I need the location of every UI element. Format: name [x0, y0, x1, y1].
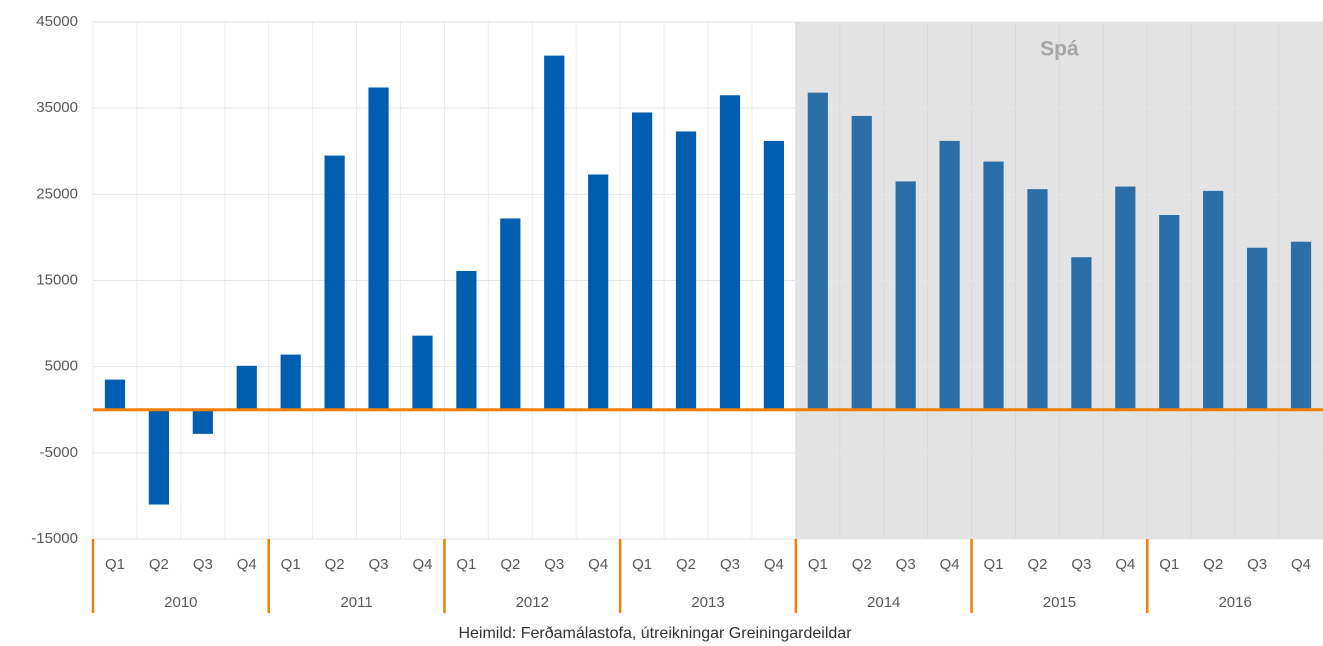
- bar: [192, 409, 213, 434]
- x-tick-label: Q1: [984, 556, 1004, 573]
- x-tick-label: Q3: [193, 556, 213, 573]
- bar: [1115, 186, 1136, 410]
- y-tick-label: 35000: [36, 99, 78, 116]
- bar: [675, 131, 697, 410]
- x-tick-label: Q2: [1027, 556, 1047, 573]
- x-tick-label: Q2: [149, 556, 169, 573]
- x-tick-label: Q1: [105, 556, 125, 573]
- x-tick-label: Q1: [1159, 556, 1179, 573]
- x-tick-label: Q4: [1291, 556, 1311, 573]
- bar: [895, 181, 916, 410]
- x-tick-label: Q3: [544, 556, 564, 573]
- x-tick-label: Q2: [1203, 556, 1223, 573]
- x-tick-label: Q4: [237, 556, 257, 573]
- group-label: 2015: [1043, 594, 1076, 611]
- bar: [763, 140, 784, 410]
- group-label: 2012: [516, 594, 549, 611]
- y-tick-label: 45000: [36, 13, 78, 30]
- y-tick-label: 15000: [36, 271, 78, 288]
- bar: [632, 112, 653, 410]
- bar: [1159, 215, 1180, 410]
- x-tick-label: Q3: [896, 556, 916, 573]
- bar: [280, 354, 301, 410]
- group-label: 2016: [1218, 594, 1251, 611]
- x-tick-label: Q2: [325, 556, 345, 573]
- y-tick-label: -5000: [40, 444, 78, 461]
- bar: [588, 174, 609, 410]
- bar: [324, 155, 345, 410]
- bar: [1290, 241, 1312, 410]
- bar: [104, 379, 126, 410]
- x-tick-label: Q1: [281, 556, 301, 573]
- x-tick-label: Q1: [456, 556, 476, 573]
- y-tick-label: -15000: [31, 530, 78, 547]
- group-label: 2013: [691, 594, 724, 611]
- bar: [939, 140, 960, 410]
- x-tick-label: Q3: [369, 556, 389, 573]
- bar: [851, 115, 872, 410]
- bar: [368, 87, 389, 410]
- bar: [1027, 189, 1048, 410]
- x-tick-label: Q4: [940, 556, 960, 573]
- x-tick-label: Q4: [764, 556, 784, 573]
- group-label: 2014: [867, 594, 900, 611]
- x-tick-label: Q4: [1115, 556, 1135, 573]
- bar: [807, 92, 828, 410]
- bar: [456, 271, 477, 410]
- forecast-label: Spá: [1040, 38, 1079, 61]
- y-tick-label: 5000: [45, 358, 78, 375]
- bar: [983, 161, 1004, 410]
- x-tick-label: Q1: [808, 556, 828, 573]
- x-tick-label: Q1: [632, 556, 652, 573]
- bar: [412, 335, 433, 410]
- x-tick-label: Q2: [676, 556, 696, 573]
- group-label: 2011: [340, 594, 372, 611]
- bar: [148, 409, 169, 505]
- x-tick-label: Q3: [1071, 556, 1091, 573]
- x-tick-label: Q2: [852, 556, 872, 573]
- bar: [1071, 257, 1092, 410]
- x-tick-label: Q2: [500, 556, 520, 573]
- bar: [1247, 247, 1268, 410]
- bar: [719, 95, 741, 410]
- y-tick-label: 25000: [36, 185, 78, 202]
- x-tick-label: Q3: [1247, 556, 1267, 573]
- bar: [236, 365, 257, 410]
- bar: [1203, 190, 1224, 410]
- bar: [544, 55, 565, 410]
- group-label: 2010: [164, 594, 197, 611]
- source: Heimild: Ferðamálastofa, útreikningar Gr…: [458, 625, 852, 642]
- x-tick-label: Q4: [588, 556, 608, 573]
- x-tick-label: Q4: [412, 556, 432, 573]
- x-tick-label: Q3: [720, 556, 740, 573]
- bar: [500, 218, 521, 410]
